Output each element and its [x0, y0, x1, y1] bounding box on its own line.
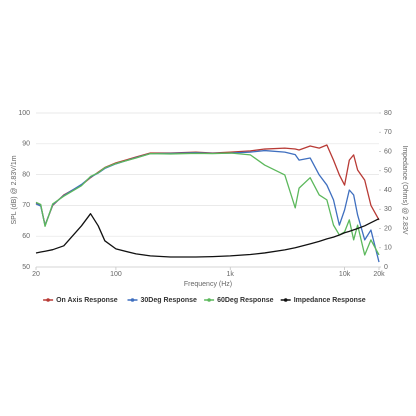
legend-marker — [46, 298, 50, 302]
y2-tick-label: 80 — [384, 110, 392, 117]
x-tick-label: 20k — [373, 271, 385, 278]
legend-label: 60Deg Response — [217, 297, 274, 304]
y2-tick-label: 50 — [384, 168, 392, 175]
y-tick-label: 50 — [22, 264, 30, 271]
legend-label: 30Deg Response — [141, 297, 198, 304]
legend-marker — [130, 298, 135, 302]
y2-tick-label: 30 — [384, 206, 392, 213]
x-tick-label: 100 — [110, 271, 122, 278]
y-tick-label: 100 — [18, 110, 30, 117]
legend-marker — [283, 298, 288, 302]
y-axis-label: SPL (dB) @ 2.83V/1m — [11, 155, 18, 224]
legend-label: Impedance Response — [294, 297, 366, 304]
y2-tick-label: 60 — [384, 148, 392, 155]
y2-tick-label: 20 — [384, 225, 392, 232]
y-tick-label: 70 — [22, 202, 30, 209]
y-tick-label: 90 — [22, 141, 30, 148]
y-tick-label: 60 — [22, 233, 30, 240]
y-tick-label: 80 — [22, 171, 30, 178]
legend-label: On Axis Response — [56, 297, 118, 304]
legend: On Axis Response 30Deg Response 60Deg Resp… — [43, 297, 366, 304]
y2-axis-label: Impedance (Ohms) @ 2.83V — [401, 145, 408, 235]
y2-tick-label: 10 — [384, 245, 392, 252]
x-tick-label: 10k — [339, 271, 351, 278]
y2-tick-label: 70 — [384, 129, 392, 136]
y2-tick-label: 40 — [384, 187, 392, 194]
y2-tick-label: 0 — [384, 264, 388, 271]
legend-marker — [207, 298, 211, 302]
x-axis-label: Frequency (Hz) — [184, 281, 232, 288]
x-tick-label: 1k — [227, 271, 235, 278]
series-line — [35, 213, 380, 258]
x-tick-label: 20 — [32, 271, 40, 278]
series-line — [35, 149, 380, 263]
series-line — [35, 152, 380, 256]
